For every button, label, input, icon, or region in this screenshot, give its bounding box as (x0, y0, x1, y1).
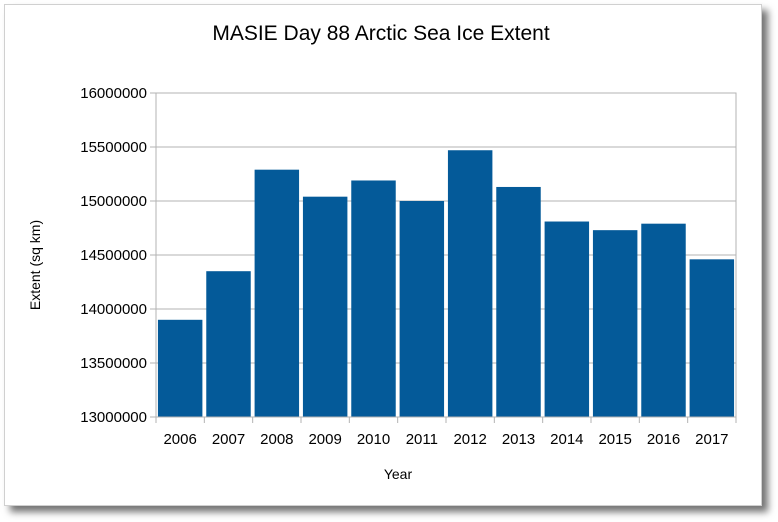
y-tick-labels: 13000000 13500000 14000000 14500000 15000000… (80, 85, 147, 426)
bar-2012 (447, 150, 493, 418)
x-axis-label: Year (384, 466, 413, 482)
bar-2011 (399, 201, 445, 417)
x-tick-label: 2015 (598, 431, 631, 448)
bar-2017 (689, 259, 735, 417)
axes (155, 92, 737, 418)
x-tick-labels: 2006 2007 2008 2009 2010 2011 2012 2013 2014 2015… (163, 431, 728, 448)
y-tick-label: 15000000 (80, 193, 147, 210)
y-tick-label: 14500000 (80, 247, 147, 264)
x-tick-label: 2012 (453, 431, 486, 448)
y-tick-label: 13500000 (80, 355, 147, 372)
x-tick-label: 2016 (647, 431, 680, 448)
x-tick-label: 2007 (212, 431, 245, 448)
y-axis-label: Extent (sq km) (27, 220, 43, 310)
x-tick-label: 2017 (695, 431, 728, 448)
x-tick-label: 2009 (308, 431, 341, 448)
y-tick-label: 13000000 (80, 409, 147, 426)
y-tick-label: 16000000 (80, 85, 147, 102)
plot-area-border (155, 92, 737, 418)
bar-2007 (206, 271, 251, 417)
x-tick-label: 2006 (163, 431, 196, 448)
bar-2010 (351, 180, 396, 417)
y-tick-label: 14000000 (80, 301, 147, 318)
y-tick-label: 15500000 (80, 139, 147, 156)
bar-2013 (496, 186, 541, 417)
x-tick-label: 2008 (260, 431, 293, 448)
bar-2014 (544, 221, 590, 417)
x-tick-label: 2011 (406, 431, 438, 448)
bar-2006 (157, 319, 203, 417)
x-tick-label: 2013 (502, 431, 535, 448)
x-tick-label: 2010 (357, 431, 390, 448)
bars (157, 150, 735, 418)
chart-title: MASIE Day 88 Arctic Sea Ice Extent (212, 22, 549, 45)
bar-2008 (254, 169, 300, 417)
bar-2009 (302, 196, 348, 417)
bar-2015 (592, 230, 638, 417)
bar-2016 (641, 223, 686, 417)
x-tick-label: 2014 (550, 431, 583, 448)
